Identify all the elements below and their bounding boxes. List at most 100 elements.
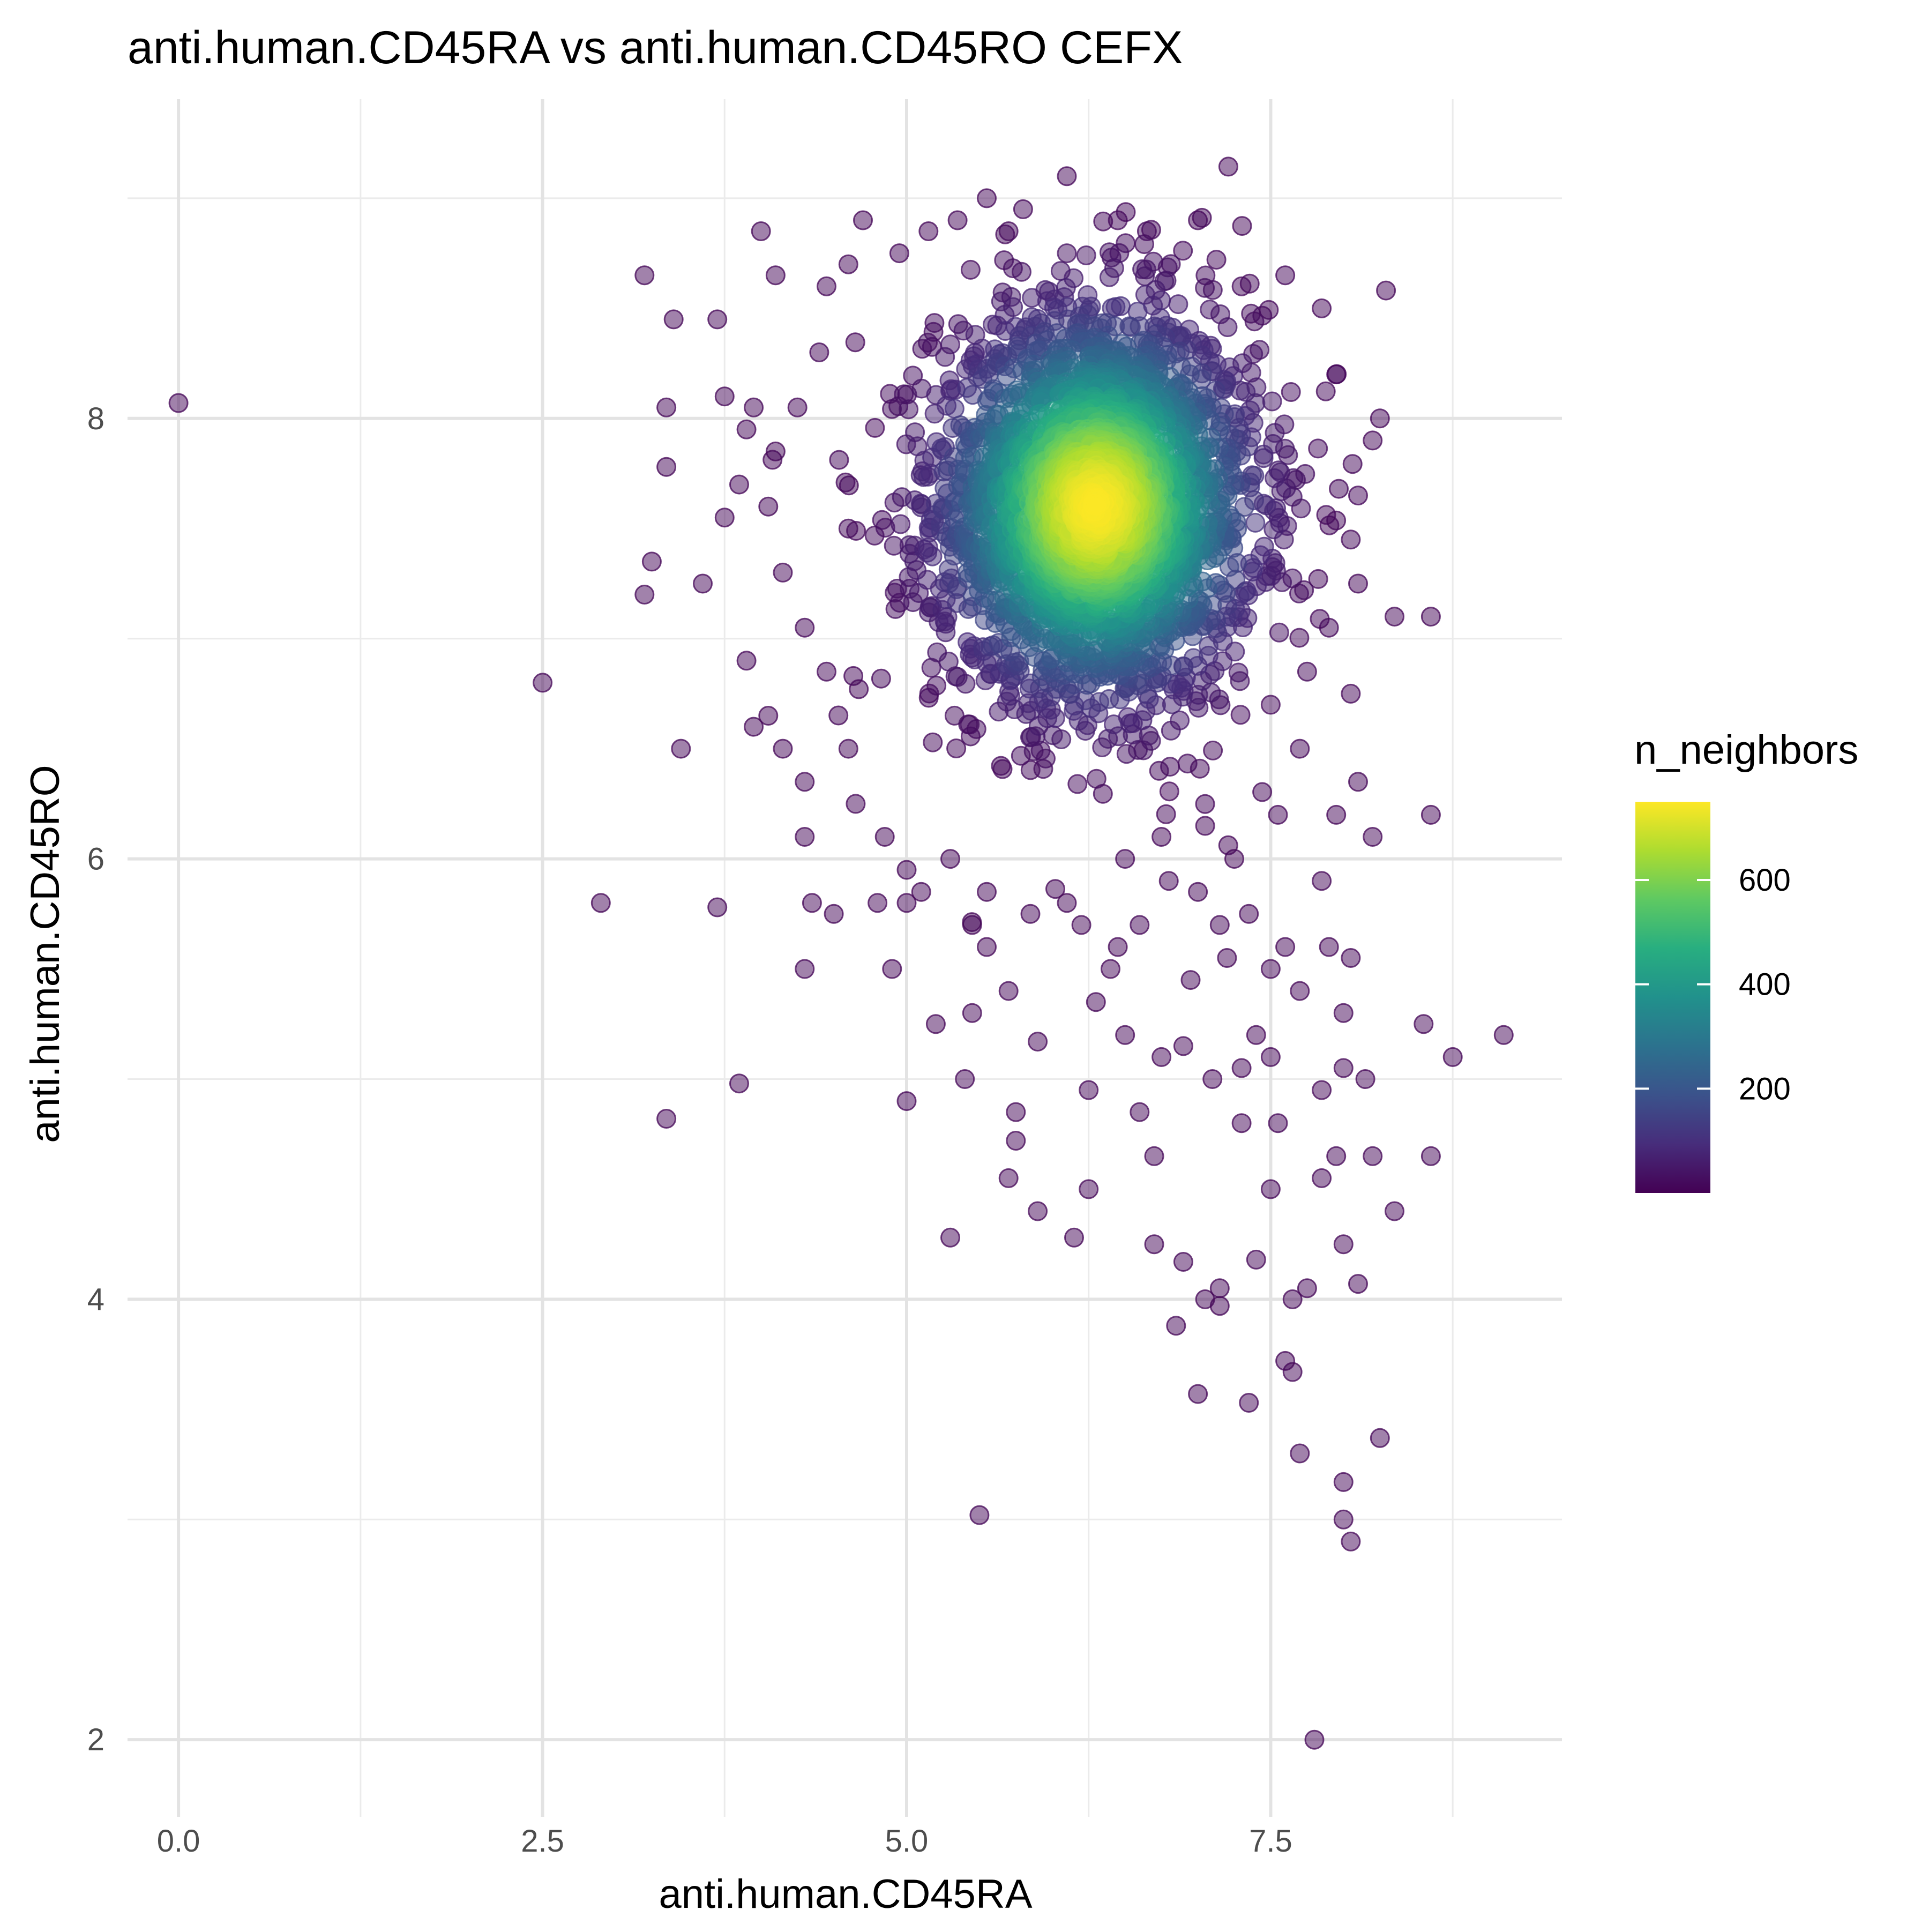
data-point xyxy=(1420,607,1441,627)
data-point xyxy=(1231,276,1252,296)
data-point xyxy=(955,1069,975,1089)
data-points xyxy=(168,156,1514,1750)
data-point xyxy=(977,882,997,902)
data-point xyxy=(1158,871,1179,891)
data-point xyxy=(1170,710,1190,730)
data-point xyxy=(1115,1025,1135,1045)
data-point xyxy=(1341,948,1361,968)
data-point xyxy=(1312,1080,1332,1100)
data-point xyxy=(1057,893,1077,913)
data-point xyxy=(1166,1316,1186,1336)
data-point xyxy=(1195,278,1215,298)
data-point xyxy=(1348,772,1368,792)
data-point xyxy=(1282,1289,1303,1309)
data-point xyxy=(663,309,684,330)
x-axis-title: anti.human.CD45RA xyxy=(659,1871,1032,1917)
data-point xyxy=(744,397,764,417)
data-point xyxy=(1252,782,1273,802)
data-point xyxy=(1312,871,1332,891)
data-point xyxy=(590,893,611,913)
data-point xyxy=(1260,1179,1281,1199)
data-point xyxy=(787,397,808,417)
data-point xyxy=(962,1003,982,1023)
y-tick-label: 4 xyxy=(87,1282,104,1317)
y-tick-label: 6 xyxy=(87,842,104,877)
data-point xyxy=(1246,1025,1266,1045)
data-point xyxy=(1244,311,1265,332)
data-point xyxy=(1099,267,1119,287)
data-point xyxy=(846,794,866,814)
data-point xyxy=(1130,915,1150,935)
data-point xyxy=(977,188,997,208)
data-point xyxy=(634,265,655,286)
data-point xyxy=(1260,959,1281,979)
data-point xyxy=(1231,1113,1252,1133)
data-point xyxy=(896,893,917,913)
data-point xyxy=(1239,1393,1259,1413)
data-point xyxy=(1308,438,1328,459)
data-point xyxy=(1086,769,1106,789)
data-point xyxy=(1269,622,1289,643)
data-point xyxy=(1263,519,1284,540)
data-point xyxy=(1013,199,1033,219)
data-point xyxy=(882,959,902,979)
data-point xyxy=(940,849,960,869)
data-point xyxy=(1326,364,1347,385)
data-point xyxy=(1348,573,1368,594)
data-point xyxy=(758,496,779,517)
data-point xyxy=(758,706,779,726)
data-point xyxy=(1071,915,1091,935)
data-point xyxy=(1219,557,1239,577)
data-point xyxy=(817,661,836,682)
data-point xyxy=(944,399,965,419)
data-point xyxy=(1028,1032,1048,1052)
data-point xyxy=(969,1505,990,1525)
data-point xyxy=(899,399,919,420)
data-point xyxy=(1275,265,1296,286)
data-point xyxy=(1297,661,1317,682)
legend-title: n_neighbors xyxy=(1634,727,1858,773)
data-point xyxy=(946,739,967,758)
data-point xyxy=(828,705,849,726)
data-point xyxy=(1297,1278,1317,1299)
data-point xyxy=(1290,981,1310,1001)
data-point xyxy=(1101,959,1120,979)
data-point xyxy=(817,276,836,296)
data-point xyxy=(1173,241,1193,261)
data-point xyxy=(1420,804,1441,825)
data-point xyxy=(1376,280,1396,301)
data-point xyxy=(1312,298,1332,318)
data-point xyxy=(751,221,771,241)
data-point xyxy=(838,739,858,759)
data-point xyxy=(795,827,815,847)
x-tick-label: 0.0 xyxy=(157,1824,200,1859)
data-point xyxy=(1260,695,1281,715)
data-point xyxy=(1333,1003,1354,1023)
data-point xyxy=(1341,1531,1361,1551)
data-point xyxy=(938,652,959,672)
data-point xyxy=(671,739,691,759)
data-point xyxy=(1262,391,1282,412)
data-point xyxy=(656,397,677,417)
data-point xyxy=(998,1168,1019,1188)
data-point xyxy=(1385,1201,1404,1221)
data-point xyxy=(1333,1472,1354,1492)
data-point xyxy=(1231,1058,1252,1078)
data-point xyxy=(1152,827,1172,847)
data-point xyxy=(1348,486,1368,506)
tick-labels: 0.0 2.5 5.0 7.5 2 4 6 8 xyxy=(87,401,1292,1859)
data-point xyxy=(1363,430,1383,451)
data-point xyxy=(1355,1069,1375,1089)
data-point xyxy=(1057,243,1077,264)
data-point xyxy=(935,347,955,367)
data-point xyxy=(960,259,981,280)
data-point xyxy=(1342,454,1363,474)
data-point xyxy=(1341,529,1361,550)
colorbar xyxy=(1635,802,1710,1193)
data-point xyxy=(1168,294,1188,315)
x-tick-label: 7.5 xyxy=(1249,1824,1292,1859)
data-point xyxy=(1012,262,1031,282)
data-point xyxy=(1076,245,1096,265)
data-point xyxy=(656,457,677,477)
data-point xyxy=(1414,1014,1434,1034)
